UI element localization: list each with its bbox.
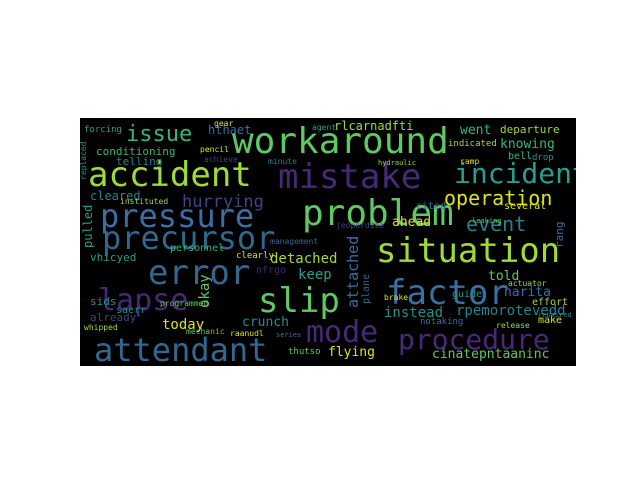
- word-programmed: programmed: [160, 299, 209, 308]
- word-procedure: procedure: [398, 323, 550, 356]
- word-hurrying: hurrying: [182, 192, 264, 212]
- word-repaired: repaired: [538, 311, 572, 319]
- word-make: make: [538, 315, 563, 326]
- word-leaking: leaking: [472, 217, 502, 225]
- word-mistake: mistake: [278, 157, 422, 197]
- word-situation: situation: [376, 231, 561, 271]
- word-sids: sids: [90, 295, 117, 308]
- word-jeopardize: jeopardize: [336, 221, 385, 230]
- word-clearly: clearly: [236, 251, 274, 261]
- word-guide: guide: [452, 289, 483, 300]
- word-agent: agent: [312, 123, 337, 132]
- word-brake: brake: [384, 293, 409, 302]
- word-personnel: personnel: [170, 243, 225, 254]
- word-lapse: lapse: [98, 283, 189, 318]
- word-already: already: [90, 311, 137, 324]
- word-rang: rang: [553, 221, 566, 249]
- word-okay: okay: [197, 274, 213, 308]
- word-release: release: [496, 321, 530, 330]
- word-factor: factor: [386, 273, 509, 313]
- word-narita: narita: [504, 285, 551, 300]
- word-pencil: pencil: [200, 145, 229, 154]
- word-actuator: actuator: [508, 279, 547, 288]
- word-mechanic: mechanic: [186, 327, 225, 336]
- word-ramp: ramp: [460, 157, 480, 166]
- word-several: several: [504, 201, 547, 212]
- word-workaround: workaround: [232, 121, 449, 162]
- word-problem: problem: [302, 193, 454, 234]
- word-drop: drop: [532, 153, 554, 163]
- word-pressure: pressure: [100, 197, 255, 235]
- word-forcing: forcing: [84, 125, 122, 135]
- word-rlcarnadfti: rlcarnadfti: [334, 119, 414, 133]
- word-vhicyed: vhicyed: [90, 251, 137, 264]
- word-saerr: saerr: [116, 305, 147, 316]
- word-ahead: ahead: [392, 215, 432, 230]
- word-knowing: knowing: [500, 137, 555, 152]
- word-effort: effort: [532, 297, 569, 308]
- word-instead: instead: [384, 305, 444, 321]
- word-raanudl: raanudl: [230, 329, 264, 338]
- word-attendant: attendant: [94, 331, 268, 366]
- word-achieve: achieve: [204, 155, 238, 164]
- word-departure: departure: [500, 123, 560, 136]
- word-pulled: pulled: [81, 204, 95, 248]
- word-error: error: [148, 253, 251, 293]
- word-hthaet: hthaet: [208, 123, 252, 137]
- word-instituted: instituted: [120, 197, 169, 206]
- word-today: today: [162, 317, 205, 333]
- word-crunch: crunch: [242, 315, 289, 330]
- word-told: told: [488, 269, 520, 284]
- word-event: event: [466, 212, 527, 236]
- word-management: management: [270, 237, 319, 246]
- word-precursor: precursor: [102, 219, 276, 257]
- word-gear: gear: [214, 119, 234, 128]
- word-nfrgo: nfrgo: [256, 265, 287, 276]
- word-minute: minute: [268, 157, 297, 166]
- word-cited: cited: [416, 201, 447, 212]
- word-operation: operation: [444, 186, 553, 210]
- word-telling: telling: [116, 155, 163, 168]
- word-went: went: [460, 123, 492, 138]
- word-cloud: workaround accident mistake incident pre…: [80, 118, 576, 366]
- word-series: series: [276, 331, 302, 339]
- word-notaking: notaking: [420, 317, 464, 327]
- word-mode: mode: [306, 315, 379, 350]
- word-incident: incident: [454, 157, 576, 190]
- word-bell: bell: [508, 151, 533, 162]
- word-plane: plane: [361, 273, 372, 304]
- word-detached: detached: [270, 251, 338, 267]
- word-attached: attached: [344, 235, 362, 308]
- word-slip: slip: [258, 281, 340, 321]
- word-replaced: replaced: [80, 141, 88, 180]
- word-indicated: indicated: [448, 139, 497, 149]
- word-issue: issue: [126, 122, 193, 147]
- word-cinatepntaaninc: cinatepntaaninc: [432, 347, 550, 362]
- word-cleared: cleared: [90, 189, 141, 203]
- word-thutso: thutso: [288, 347, 321, 357]
- word-rpemorotevedd: rpemorotevedd: [456, 303, 566, 319]
- word-flying: flying: [328, 345, 375, 360]
- word-keep: keep: [298, 267, 332, 283]
- word-accident: accident: [88, 155, 252, 195]
- word-whipped: whipped: [84, 323, 118, 332]
- word-conditioning: conditioning: [96, 145, 176, 158]
- word-hydraulic: hydraulic: [378, 159, 416, 167]
